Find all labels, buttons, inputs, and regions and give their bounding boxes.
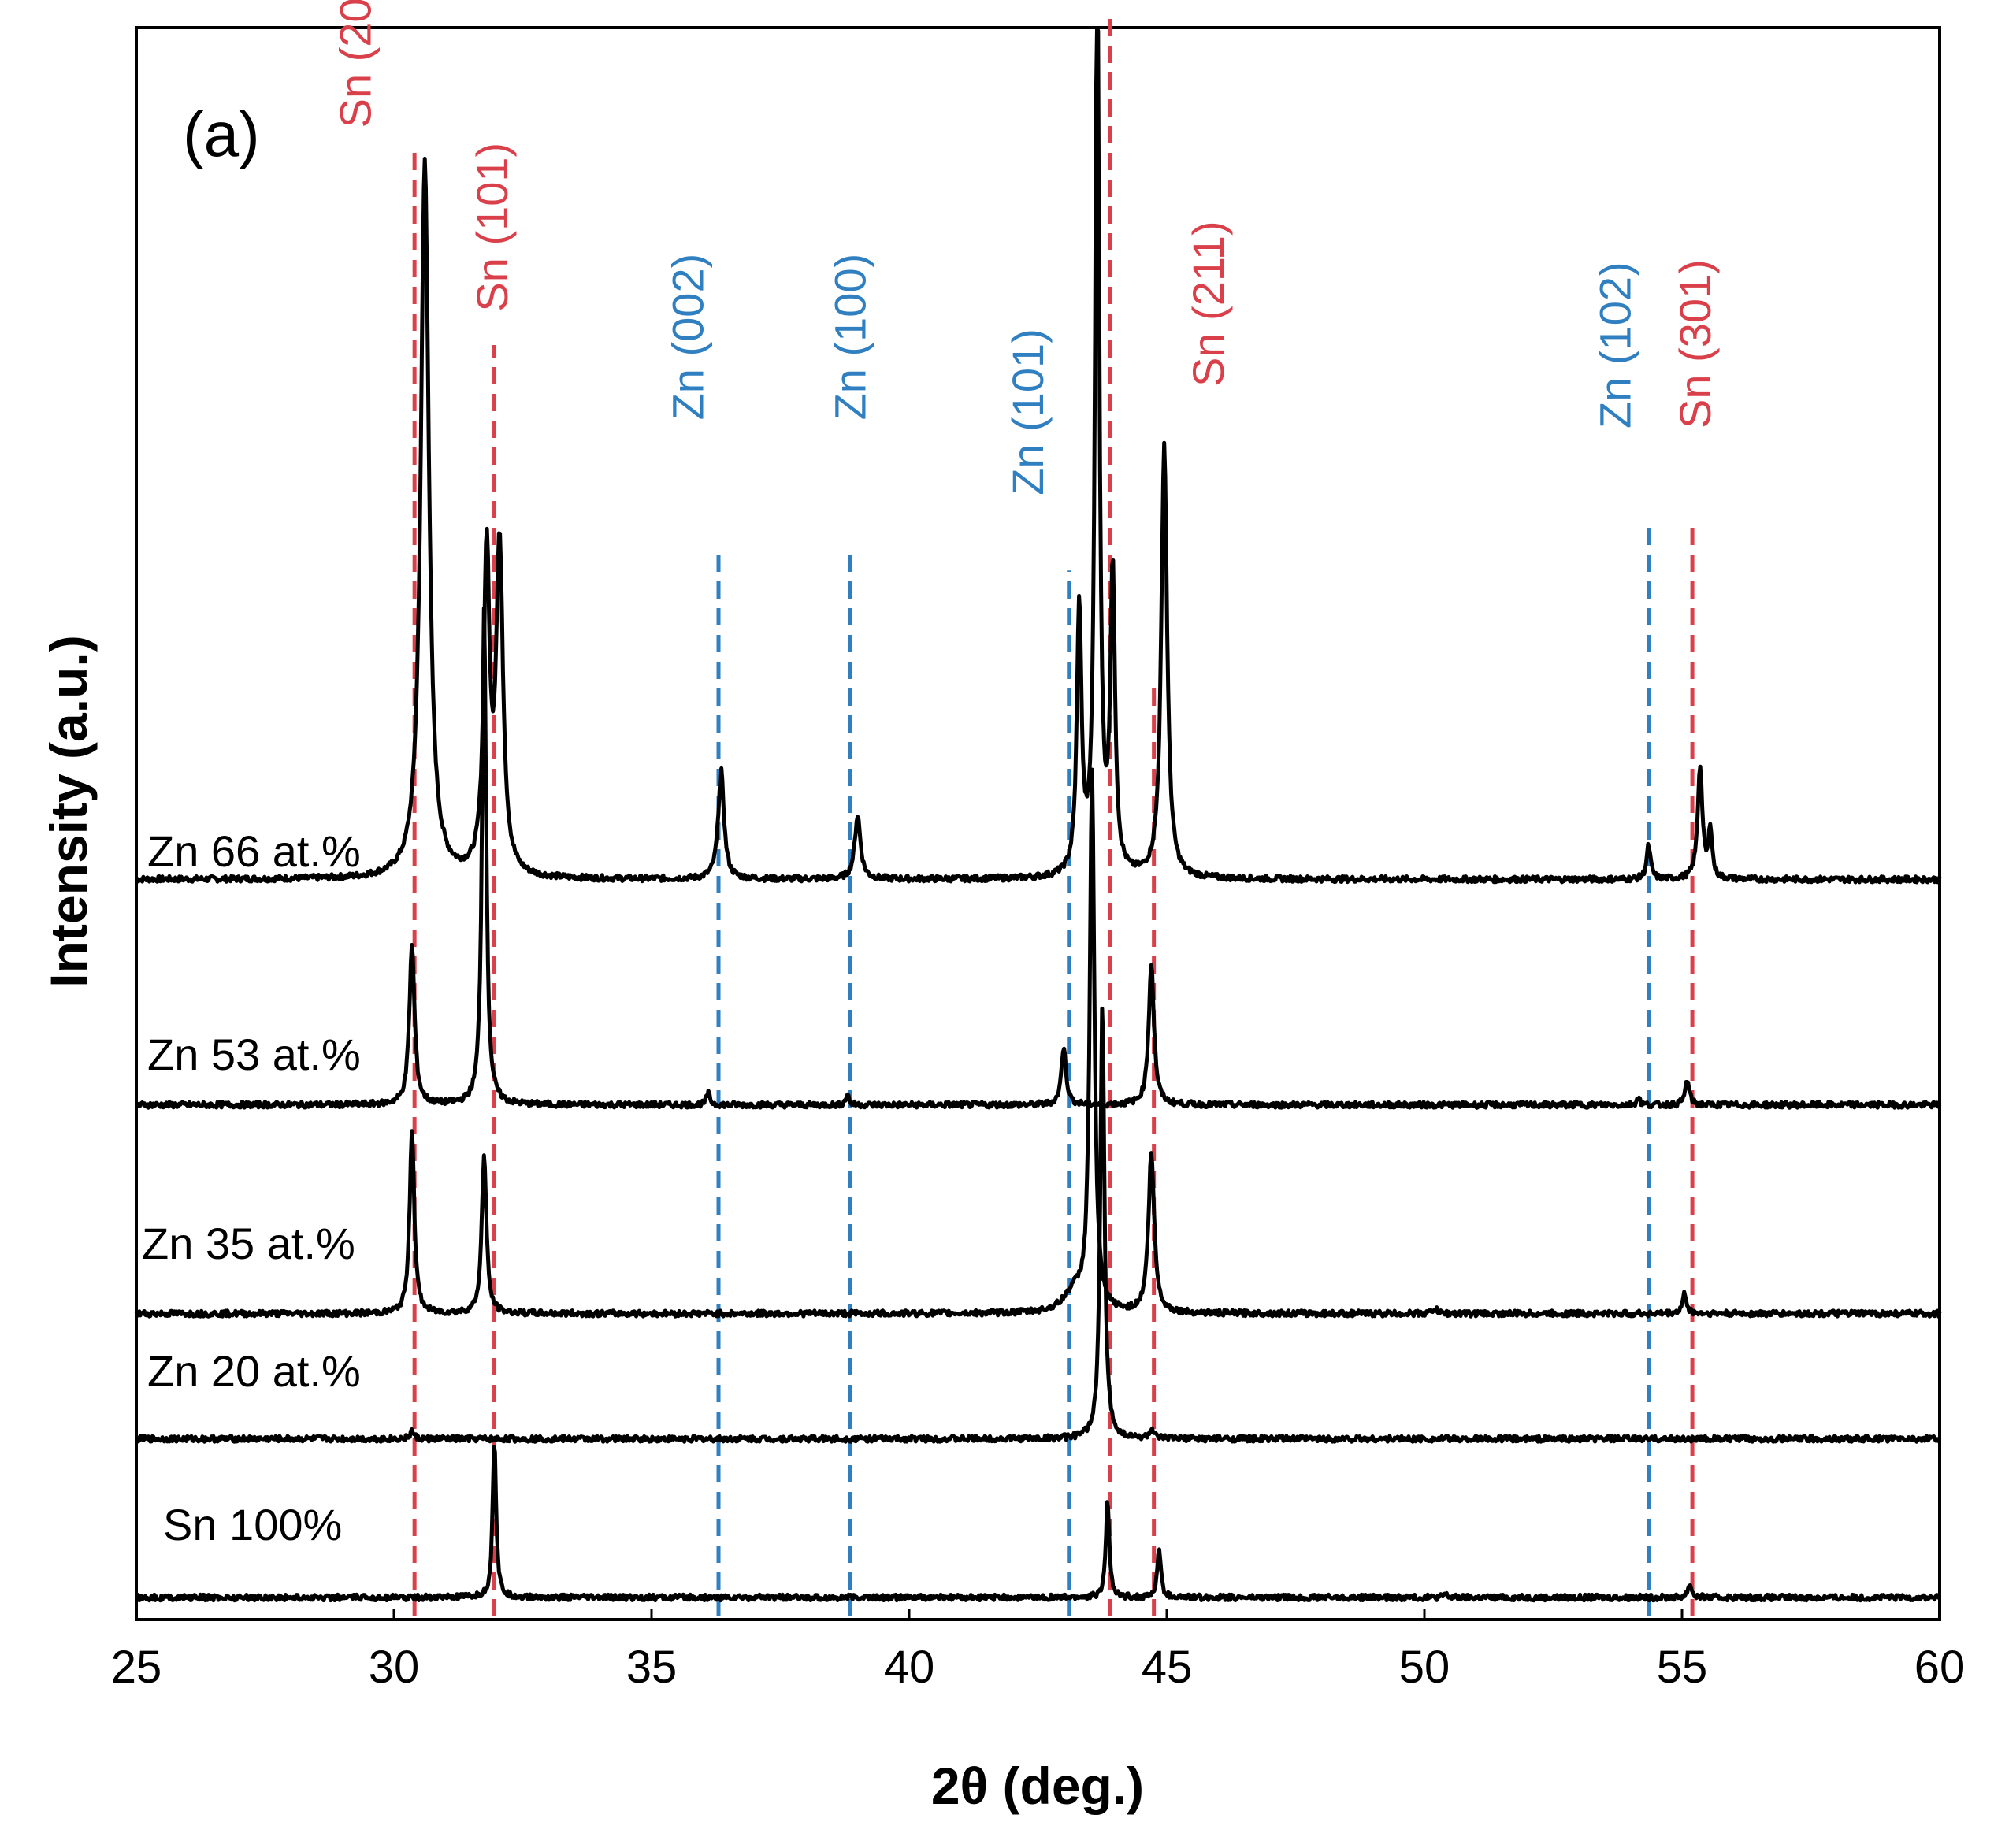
x-tick-label: 25 xyxy=(111,1642,162,1693)
ref-label-sn-200: Sn (200) xyxy=(331,0,381,128)
trace-zn-35-at xyxy=(134,767,1942,1319)
series-label-zn-35-at: Zn 35 at.% xyxy=(142,1219,355,1268)
trace-zn-66-at xyxy=(135,27,1942,885)
reference-lines xyxy=(412,11,1695,1616)
series-label-zn-66-at: Zn 66 at.% xyxy=(147,826,361,876)
reference-labels: Sn (200) Sn (101) Zn (002) Zn (100) Zn (101)… xyxy=(331,0,1720,495)
plot-frame xyxy=(135,26,1941,1621)
x-axis-title: 2θ (deg.) xyxy=(931,1757,1144,1815)
ref-label-zn-101: Zn (101) xyxy=(1003,328,1053,495)
ref-label-zn-002: Zn (002) xyxy=(663,254,712,421)
series-label-zn-20-at: Zn 20 at.% xyxy=(147,1346,361,1396)
x-tick-label: 60 xyxy=(1914,1642,1966,1693)
trace-sn-100 xyxy=(135,1445,1941,1603)
x-tick-label: 40 xyxy=(884,1642,935,1693)
x-tick-label: 35 xyxy=(626,1642,678,1693)
x-tick-label: 50 xyxy=(1399,1642,1450,1693)
x-tick-label: 30 xyxy=(369,1642,420,1693)
y-axis-title: Intensity (a.u.) xyxy=(39,635,98,987)
trace-zn-53-at xyxy=(135,606,1942,1110)
x-tick-label: 55 xyxy=(1657,1642,1708,1693)
ref-label-zn-102: Zn (102) xyxy=(1591,262,1640,429)
series-label-zn-53-at: Zn 53 at.% xyxy=(147,1030,361,1079)
ref-label-sn-101: Sn (101) xyxy=(467,143,517,312)
trace-zn-20-at xyxy=(135,1006,1942,1444)
series-labels: Zn 66 at.% Zn 53 at.% Zn 35 at.% Zn 20 at.%… xyxy=(142,826,361,1549)
panel-label: (a) xyxy=(183,99,260,169)
ref-label-sn-301: Sn (301) xyxy=(1670,259,1720,429)
ref-label-zn-100: Zn (100) xyxy=(825,254,874,421)
x-axis-ticks: 25 30 35 40 45 50 55 60 xyxy=(111,1609,1966,1693)
ref-label-sn-211: Sn (211) xyxy=(1183,221,1233,387)
series-label-sn-100: Sn 100% xyxy=(163,1500,342,1549)
x-tick-label: 45 xyxy=(1142,1642,1193,1693)
xrd-traces xyxy=(134,27,1942,1603)
